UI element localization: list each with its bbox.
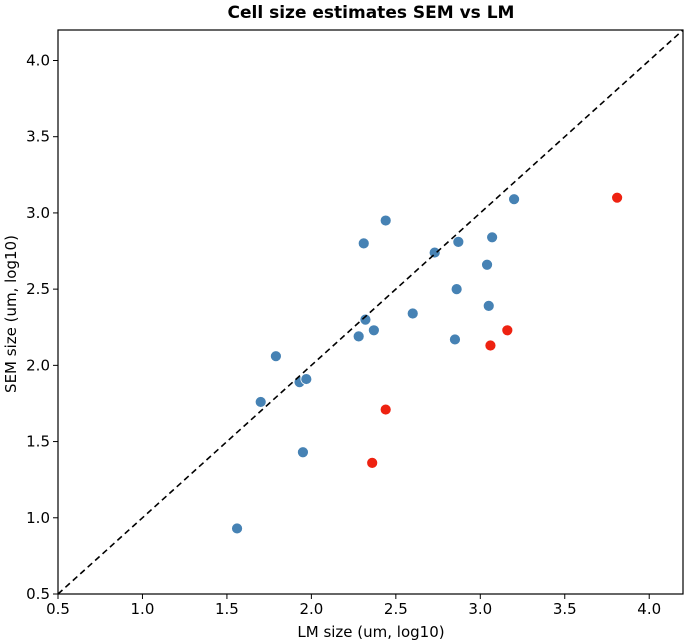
x-tick-label-1.0: 1.0 bbox=[131, 600, 155, 618]
y-tick-label-4.0: 4.0 bbox=[26, 51, 50, 69]
plot-area-frame bbox=[57, 29, 684, 595]
x-tick-label-1.5: 1.5 bbox=[215, 600, 239, 618]
data-point-blue-11 bbox=[379, 214, 392, 227]
data-point-blue-20 bbox=[508, 193, 520, 206]
data-point-blue-8 bbox=[357, 237, 370, 250]
data-point-blue-7 bbox=[352, 330, 365, 343]
data-point-blue-9 bbox=[359, 313, 372, 326]
data-point-blue-18 bbox=[482, 300, 495, 312]
y-tick-label-0.5: 0.5 bbox=[26, 585, 50, 603]
data-point-blue-3 bbox=[270, 350, 282, 363]
data-point-red-4 bbox=[501, 324, 514, 337]
y-tick-label-1.5: 1.5 bbox=[26, 433, 50, 451]
x-tick-label-2.5: 2.5 bbox=[384, 600, 408, 618]
data-point-red-5 bbox=[611, 191, 624, 204]
x-tick-label-3.0: 3.0 bbox=[468, 600, 492, 618]
y-tick-label-1.0: 1.0 bbox=[26, 509, 50, 527]
data-point-blue-15 bbox=[450, 283, 463, 296]
data-point-blue-5 bbox=[297, 446, 309, 459]
data-point-blue-14 bbox=[449, 333, 461, 346]
y-tick-label-2.5: 2.5 bbox=[26, 280, 50, 298]
x-tick-label-2.0: 2.0 bbox=[299, 600, 323, 618]
y-axis-ticks: 0.5 1.0 1.5 2.0 2.5 3.0 3.5 4.0 bbox=[26, 51, 58, 603]
y-tick-label-3.0: 3.0 bbox=[26, 204, 50, 222]
data-point-blue-12 bbox=[406, 307, 419, 320]
data-points bbox=[231, 191, 624, 535]
data-point-blue-13 bbox=[428, 246, 441, 259]
y-tick-label-3.5: 3.5 bbox=[26, 128, 50, 146]
data-point-red-2 bbox=[379, 403, 392, 416]
chart-title: Cell size estimates SEM vs LM bbox=[228, 3, 515, 23]
x-tick-label-0.5: 0.5 bbox=[46, 600, 70, 618]
y-tick-label-2.0: 2.0 bbox=[26, 356, 50, 374]
x-tick-label-3.5: 3.5 bbox=[553, 600, 577, 618]
x-tick-label-4.0: 4.0 bbox=[637, 600, 661, 618]
data-point-blue-16 bbox=[452, 235, 465, 248]
data-point-blue-6 bbox=[300, 373, 313, 385]
data-point-blue-1 bbox=[231, 522, 243, 535]
data-point-blue-10 bbox=[367, 324, 380, 337]
data-point-blue-19 bbox=[486, 231, 499, 244]
data-point-blue-17 bbox=[481, 258, 493, 271]
identity-reference-line bbox=[57, 29, 684, 595]
data-point-red-3 bbox=[484, 339, 497, 352]
x-axis-label: LM size (um, log10) bbox=[297, 623, 444, 641]
x-axis-ticks: 0.5 1.0 1.5 2.0 2.5 3.0 3.5 4.0 bbox=[46, 594, 661, 618]
y-axis-label: SEM size (um, log10) bbox=[2, 235, 20, 393]
data-point-blue-2 bbox=[254, 396, 267, 408]
data-point-red-1 bbox=[366, 457, 379, 469]
